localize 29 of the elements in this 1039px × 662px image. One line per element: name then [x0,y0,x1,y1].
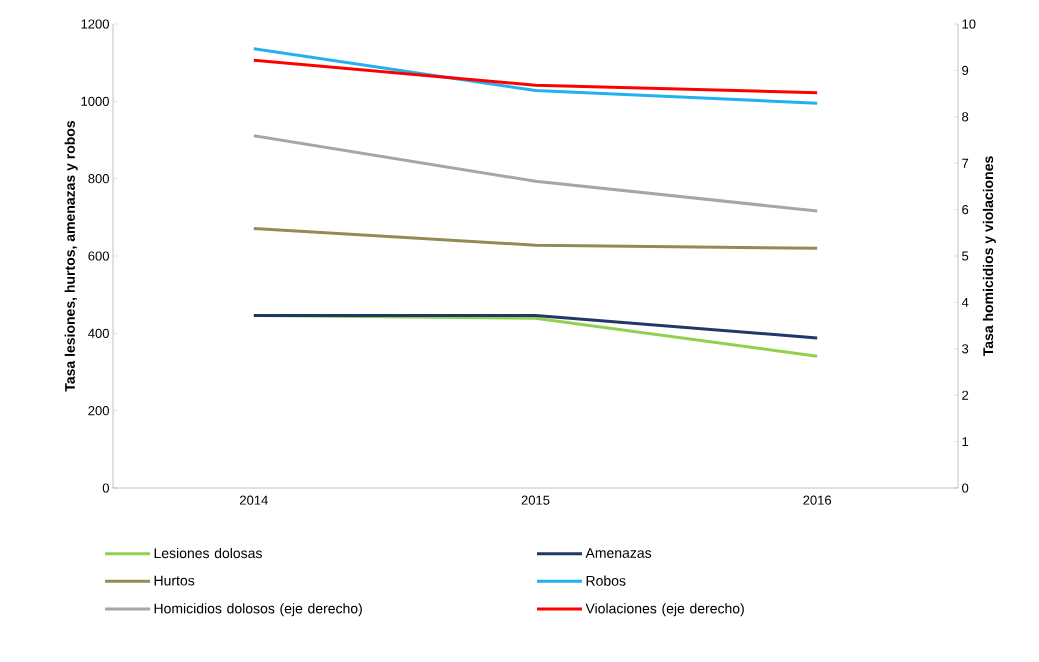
y-tick-label: 1000 [81,96,109,106]
legend-label: Violaciones (eje derecho) [585,603,744,617]
y2-tick-label: 10 [962,19,976,29]
y-tick-label: 1200 [81,19,109,29]
y-tick-label: 800 [88,174,109,184]
y-tick-label: 200 [88,406,109,416]
legend-label: Hurtos [154,575,195,586]
legend-label: Homicidios dolosos (eje derecho) [154,603,362,617]
x-tick-label: 2014 [240,495,268,505]
y2-tick-label: 3 [962,344,969,354]
legend-label: Robos [586,575,626,586]
y2-tick-label: 2 [962,390,969,400]
y2-axis-title: Tasa homicidios y violaciones [982,156,996,357]
legend-label: Amenazas [585,548,652,558]
y-tick-label: 0 [102,483,109,493]
y2-tick-label: 7 [962,158,969,168]
y2-tick-label: 1 [962,437,969,447]
y2-tick-label: 4 [961,297,969,307]
y2-tick-label: 8 [962,112,969,122]
y-axis-title: Tasa lesiones, hurtos, amenazas y robos [64,120,78,392]
x-tick-label: 2015 [521,495,550,505]
y2-tick-label: 0 [962,483,969,493]
legend-label: Lesiones dolosas [154,547,262,559]
y-tick-label: 400 [88,328,109,338]
y2-tick-label: 5 [962,251,969,261]
y2-tick-label: 9 [962,65,969,75]
x-tick-label: 2016 [803,495,832,505]
y-tick-label: 600 [88,251,109,261]
y2-tick-label: 6 [962,204,969,215]
